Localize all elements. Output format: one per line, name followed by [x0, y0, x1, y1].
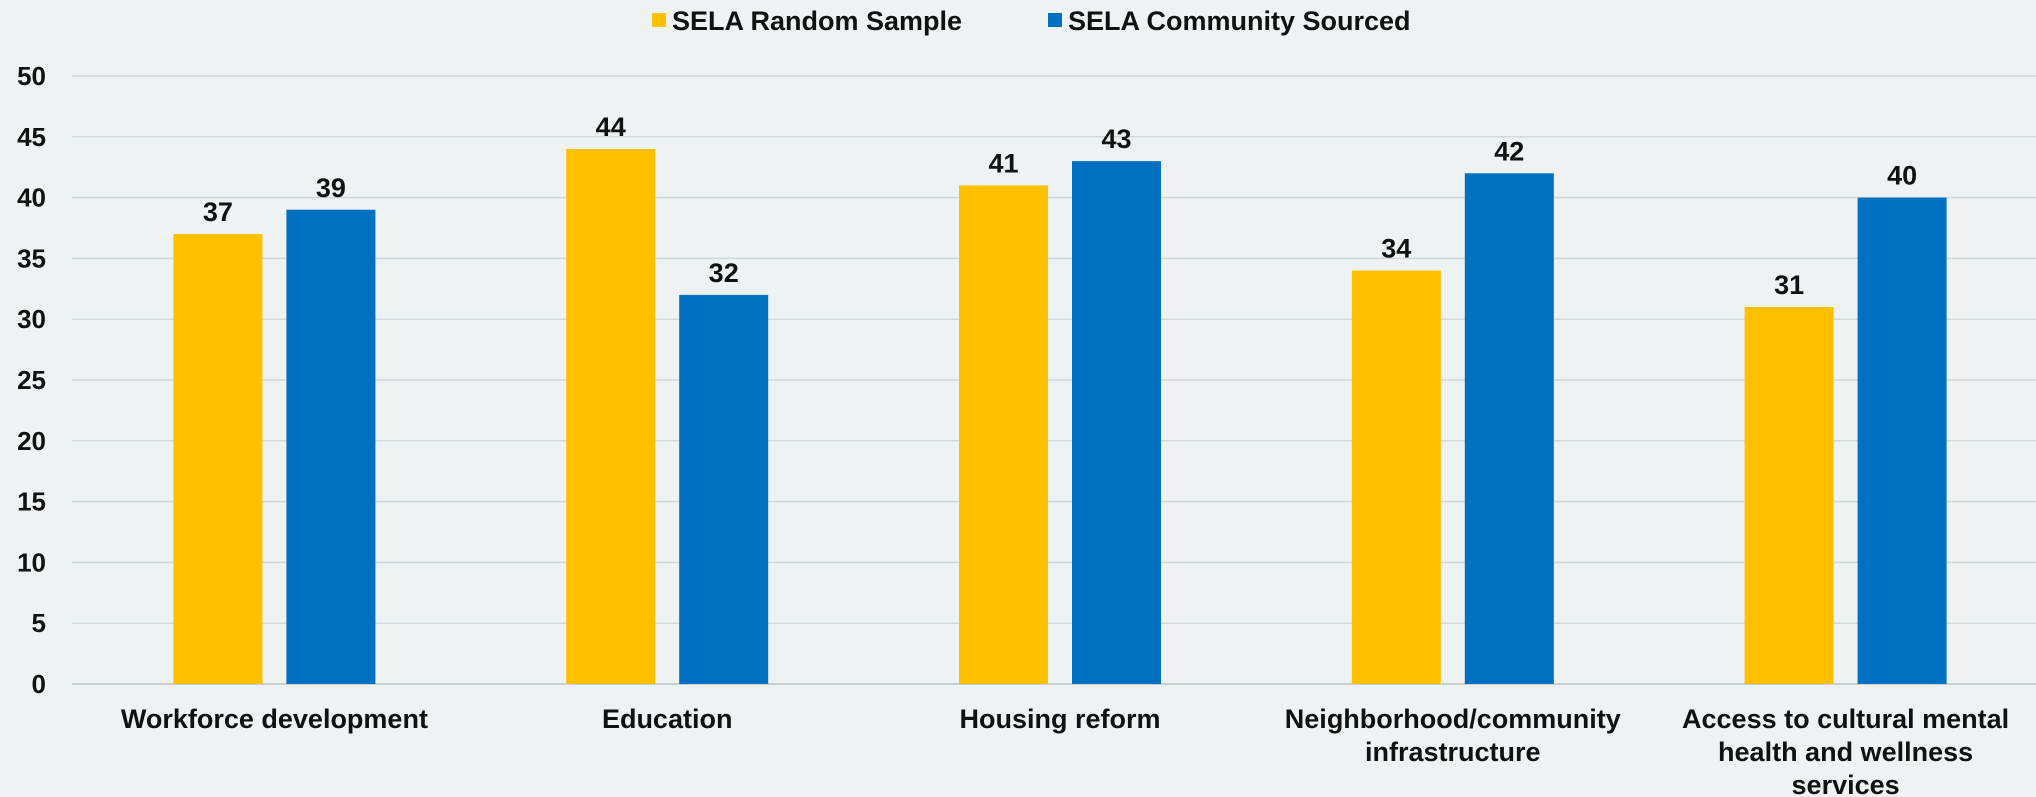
y-tick-label: 25: [17, 365, 46, 395]
x-category-label: Neighborhood/community: [1285, 704, 1621, 734]
y-tick-label: 0: [32, 669, 46, 699]
x-category-label: infrastructure: [1365, 737, 1541, 767]
y-tick-label: 20: [17, 426, 46, 456]
y-tick-label: 40: [17, 183, 46, 213]
bar: [1857, 197, 1947, 684]
x-category-label: services: [1792, 770, 1900, 797]
bar: [1464, 173, 1554, 684]
data-label: 34: [1381, 234, 1411, 264]
bar: [566, 148, 656, 684]
data-label: 31: [1774, 270, 1804, 300]
legend-label: SELA Random Sample: [672, 6, 962, 36]
bar: [173, 234, 263, 684]
bar: [1351, 270, 1441, 684]
data-label: 43: [1101, 124, 1131, 154]
data-label: 32: [709, 258, 739, 288]
data-label: 41: [988, 148, 1018, 178]
data-label: 39: [316, 173, 346, 203]
bar: [959, 185, 1048, 684]
bar: [286, 209, 376, 684]
x-category-label: Workforce development: [121, 704, 428, 734]
data-label: 42: [1494, 136, 1524, 166]
y-tick-label: 35: [17, 243, 46, 273]
bar: [1072, 161, 1161, 684]
legend-swatch: [1048, 13, 1062, 27]
x-category-label: Housing reform: [959, 704, 1160, 734]
x-category-label: health and wellness: [1718, 737, 1973, 767]
x-category-label: Access to cultural mental: [1682, 704, 2009, 734]
y-tick-label: 45: [17, 122, 46, 152]
data-label: 37: [203, 197, 233, 227]
y-tick-label: 50: [17, 61, 46, 91]
x-category-label: Education: [602, 704, 733, 734]
y-tick-label: 15: [17, 487, 46, 517]
bar: [679, 294, 769, 684]
legend-label: SELA Community Sourced: [1068, 6, 1411, 36]
bar: [1744, 307, 1834, 684]
y-tick-label: 5: [32, 608, 46, 638]
data-label: 44: [596, 112, 626, 142]
y-tick-label: 30: [17, 304, 46, 334]
data-label: 40: [1887, 161, 1917, 191]
y-tick-label: 10: [17, 547, 46, 577]
legend-swatch: [652, 13, 666, 27]
